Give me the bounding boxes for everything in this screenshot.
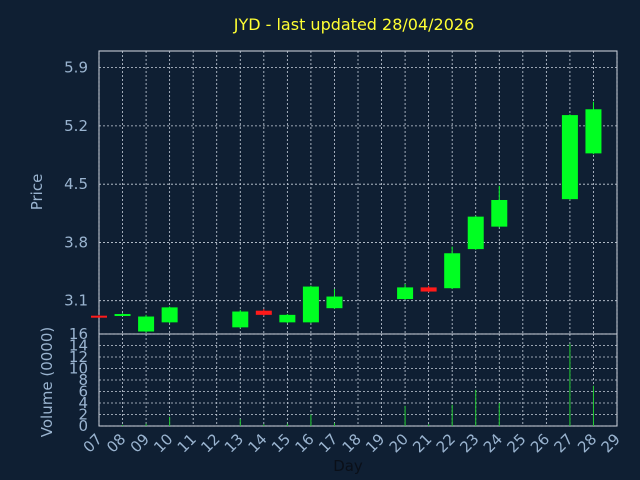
candle-body: [397, 287, 414, 300]
x-tick-label: 13: [221, 430, 247, 456]
volume-y-tick-label: 2: [78, 406, 88, 424]
volume-y-tick-label: 14: [69, 337, 88, 355]
x-tick-label: 09: [127, 430, 153, 456]
candle-body: [326, 296, 343, 309]
x-tick-label: 24: [480, 430, 506, 456]
x-tick-label: 29: [598, 430, 624, 456]
x-tick-labels: 0708091011121314151617181920212223242526…: [80, 430, 624, 456]
x-tick-label: 19: [362, 430, 388, 456]
volume-y-tick-label: 10: [69, 360, 88, 378]
price-grid: [98, 51, 618, 334]
candle-body: [561, 115, 578, 200]
price-panel: 3.1 3.8 4.5 5.2 5.9 Price: [28, 50, 618, 335]
x-tick-label: 10: [150, 430, 176, 456]
volume-y-tick-label: 6: [78, 383, 88, 401]
price-y-tick-label: 5.9: [64, 59, 88, 77]
price-axis-label: Price: [28, 174, 46, 211]
x-tick-label: 20: [386, 430, 412, 456]
candle-body: [161, 307, 178, 323]
price-y-tick-label: 3.8: [64, 233, 88, 251]
volume-y-tick-label: 0: [78, 417, 88, 435]
x-tick-label: 26: [527, 430, 553, 456]
candle-body: [232, 311, 249, 328]
x-tick-label: 28: [574, 430, 600, 456]
x-tick-label: 14: [244, 430, 270, 456]
candle-body: [585, 109, 602, 154]
candle-body: [255, 310, 272, 315]
x-axis-label: Day: [333, 457, 363, 475]
price-y-tick-label: 5.2: [64, 117, 88, 135]
candle-body: [491, 199, 508, 227]
chart-title: JYD - last updated 28/04/2026: [233, 15, 475, 34]
candle-body: [91, 315, 107, 318]
candle-body: [302, 286, 319, 323]
volume-bars: [122, 343, 594, 426]
candles: [91, 101, 602, 333]
x-tick-label: 21: [409, 430, 435, 456]
x-tick-label: 22: [433, 430, 459, 456]
x-tick-label: 17: [315, 430, 341, 456]
x-tick-label: 25: [503, 430, 529, 456]
volume-y-tick-label: 4: [78, 394, 88, 412]
price-y-tick-label: 3.1: [64, 292, 88, 310]
x-tick-label: 18: [339, 430, 365, 456]
x-tick-label: 27: [551, 430, 577, 456]
volume-y-tick-label: 8: [78, 371, 88, 389]
candle-body: [114, 314, 131, 317]
candle-body: [279, 314, 296, 323]
candle-body: [138, 316, 155, 332]
volume-grid: [98, 333, 618, 427]
x-tick-label: 16: [292, 430, 318, 456]
price-y-tick-label: 4.5: [64, 175, 88, 193]
volume-axis-label: Volume (0000): [38, 327, 56, 437]
x-tick-label: 08: [103, 430, 129, 456]
x-tick-label: 11: [174, 430, 200, 456]
price-y-tick-labels: 3.1 3.8 4.5 5.2 5.9: [64, 59, 88, 310]
volume-y-tick-label: 12: [69, 348, 88, 366]
candle-body: [420, 287, 437, 292]
volume-y-tick-label: 16: [69, 325, 88, 343]
x-tick-label: 23: [456, 430, 482, 456]
candle-body: [444, 253, 461, 289]
x-tick-label: 12: [197, 430, 223, 456]
x-tick-label: 15: [268, 430, 294, 456]
candle-body: [467, 216, 484, 250]
